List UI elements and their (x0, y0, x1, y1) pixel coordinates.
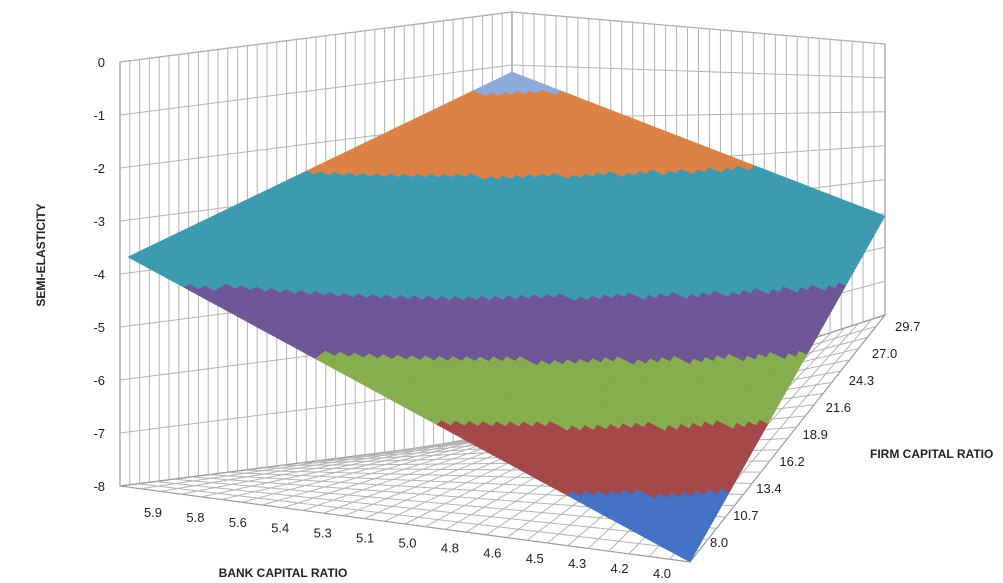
z-tick-label: -1 (93, 108, 105, 123)
bank-tick-label: 4.8 (441, 541, 459, 556)
firm-tick-label: 13.4 (756, 481, 781, 496)
left-wall-gridline-h (119, 11, 513, 63)
surface-group (127, 71, 886, 563)
bank-tick-label: 4.5 (526, 551, 544, 566)
back-wall-gridline-h (511, 11, 886, 45)
z-tick-label: 0 (98, 55, 105, 70)
z-tick-label: -7 (93, 426, 105, 441)
floor-gridline (155, 480, 708, 541)
back-wall-gridline-h (511, 64, 886, 79)
z-tick-label: -3 (93, 214, 105, 229)
z-tick-label: -8 (93, 479, 105, 494)
bank-tick-label: 4.2 (611, 561, 629, 576)
firm-tick-label: 10.7 (733, 508, 758, 523)
z-tick-label: -4 (93, 267, 105, 282)
z-axis-title: SEMI-ELASTICITY (34, 203, 48, 306)
left-wall-gridline-h (119, 64, 513, 116)
firm-tick-label: 16.2 (779, 454, 804, 469)
tick-group: 0 -1 -2 -3 -4 -5 -6 -7 -8 5.9 5.8 5.6 5.4 5.3 5.1 5.0 4.… (93, 55, 920, 581)
bank-tick-label: 5.0 (398, 536, 416, 551)
firm-tick-label: 24.3 (849, 373, 874, 388)
firm-tick-label: 29.7 (895, 319, 920, 334)
firm-tick-label: 18.9 (803, 427, 828, 442)
z-tick-label: -6 (93, 373, 105, 388)
z-tick-label: -2 (93, 161, 105, 176)
bank-tick-label: 4.0 (653, 566, 671, 581)
bank-tick-label: 5.9 (144, 505, 162, 520)
bank-axis-title: BANK CAPITAL RATIO (219, 566, 348, 580)
floor-gridline (137, 483, 699, 552)
bank-tick-label: 4.6 (483, 546, 501, 561)
firm-tick-label: 21.6 (826, 400, 851, 415)
z-tick-label: -5 (93, 320, 105, 335)
bank-tick-label: 5.6 (229, 515, 247, 530)
bank-tick-label: 4.3 (568, 556, 586, 571)
bank-tick-label: 5.8 (186, 510, 204, 525)
firm-axis-title: FIRM CAPITAL RATIO (870, 447, 993, 461)
bank-tick-label: 5.3 (314, 525, 332, 540)
firm-tick-label: 27.0 (872, 346, 897, 361)
bank-tick-label: 5.1 (356, 530, 374, 545)
bank-tick-label: 5.4 (271, 520, 289, 535)
firm-tick-label: 8.0 (710, 535, 728, 550)
surface-patch (875, 213, 886, 223)
